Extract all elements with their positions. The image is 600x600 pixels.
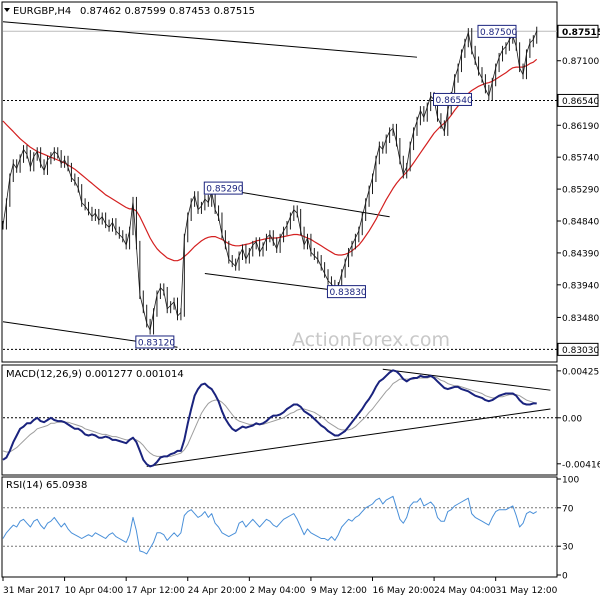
rsi-axis-tick-label: 100 bbox=[562, 476, 579, 486]
macd-title: MACD(12,26,9) 0.001277 0.001014 bbox=[6, 369, 184, 380]
x-tick-label: 16 May 20:00 bbox=[373, 586, 435, 596]
header: EURGBP,H4 0.87462 0.87599 0.87453 0.8751… bbox=[4, 6, 255, 17]
annotation-box bbox=[433, 92, 473, 106]
price-line bbox=[2, 30, 538, 331]
symbol-label: EURGBP,H4 bbox=[13, 6, 71, 17]
annotation-label: 0.86540 bbox=[436, 96, 473, 106]
annotation-label: 0.83830 bbox=[329, 288, 366, 298]
price-axis-tick-label: 0.87100 bbox=[562, 57, 599, 67]
price-panel-frame bbox=[1, 1, 558, 363]
x-axis: 31 Mar 2017 10 Apr 04:00 17 Apr 12:00 24 Ap… bbox=[2, 577, 558, 596]
watermark: ActionForex.com bbox=[292, 329, 450, 351]
price-axis-tick-label: 0.85740 bbox=[562, 154, 599, 164]
price-layer: 0.87515 0.87100 0.86540 0.86190 0.85740 0.852… bbox=[2, 21, 600, 356]
rsi-axis-tick-label: 30 bbox=[562, 543, 574, 553]
x-tick-label: 2 May 04:00 bbox=[249, 586, 305, 596]
x-tick-label: 17 Apr 12:00 bbox=[126, 586, 185, 596]
rsi-axis-tick-label: 0 bbox=[562, 572, 568, 582]
annotation-box bbox=[135, 335, 175, 349]
annotation-box bbox=[326, 285, 366, 299]
annotation-box bbox=[477, 24, 517, 38]
macd-axis-tick-label: 0.00 bbox=[562, 414, 582, 424]
rsi-line bbox=[2, 495, 537, 555]
rsi-panel-frame bbox=[1, 476, 558, 578]
x-tick-label: 24 May 04:00 bbox=[434, 586, 496, 596]
annotation-label: 0.85290 bbox=[206, 185, 243, 195]
price-axis-tick-label: 0.84390 bbox=[562, 249, 599, 259]
rsi-title: RSI(14) 65.0938 bbox=[6, 480, 87, 491]
macd-panel-frame bbox=[1, 364, 558, 476]
level-price-label: 0.86540 bbox=[562, 97, 599, 107]
macd-signal-line bbox=[2, 376, 537, 457]
annotation-label: 0.83120 bbox=[138, 338, 175, 348]
price-axis-tick-label: 0.83940 bbox=[562, 281, 599, 291]
price-axis-tick-label: 0.83480 bbox=[562, 314, 599, 324]
price-axis-tick-label: 0.85290 bbox=[562, 186, 599, 196]
macd-axis-tick-label: -0.004167 bbox=[562, 460, 600, 470]
x-tick-label: 31 Mar 2017 bbox=[3, 586, 60, 596]
level-price-box bbox=[557, 342, 599, 356]
x-tick-label: 31 May 12:00 bbox=[496, 586, 558, 596]
trendline bbox=[2, 21, 418, 58]
x-tick-label: 24 Apr 20:00 bbox=[188, 586, 247, 596]
annotation-label: 0.87500 bbox=[480, 28, 517, 38]
level-price-label: 0.83030 bbox=[562, 346, 599, 356]
macd-trendline bbox=[146, 408, 551, 467]
rsi-axis-tick-label: 70 bbox=[562, 504, 574, 514]
level-price-box bbox=[557, 93, 599, 107]
x-tick-label: 9 May 12:00 bbox=[311, 586, 367, 596]
price-axis-tick-label: 0.86190 bbox=[562, 122, 599, 132]
macd-trendline bbox=[382, 368, 551, 391]
macd-axis-tick-label: 0.00425 bbox=[562, 367, 599, 377]
annotation-box bbox=[203, 181, 243, 195]
price-axis-tick-label: 0.84840 bbox=[562, 218, 599, 228]
current-price-box bbox=[557, 24, 599, 38]
x-tick-label: 10 Apr 04:00 bbox=[65, 586, 124, 596]
dropdown-triangle-icon bbox=[4, 8, 10, 12]
ohlc-values: 0.87462 0.87599 0.87453 0.87515 bbox=[80, 6, 255, 17]
macd-main-line bbox=[2, 369, 537, 468]
macd-layer: MACD(12,26,9) 0.001277 0.001014 0.00425 0… bbox=[2, 367, 600, 470]
current-price-label: 0.87515 bbox=[562, 28, 600, 38]
rsi-layer: RSI(14) 65.0938 100 70 30 0 bbox=[2, 476, 579, 582]
